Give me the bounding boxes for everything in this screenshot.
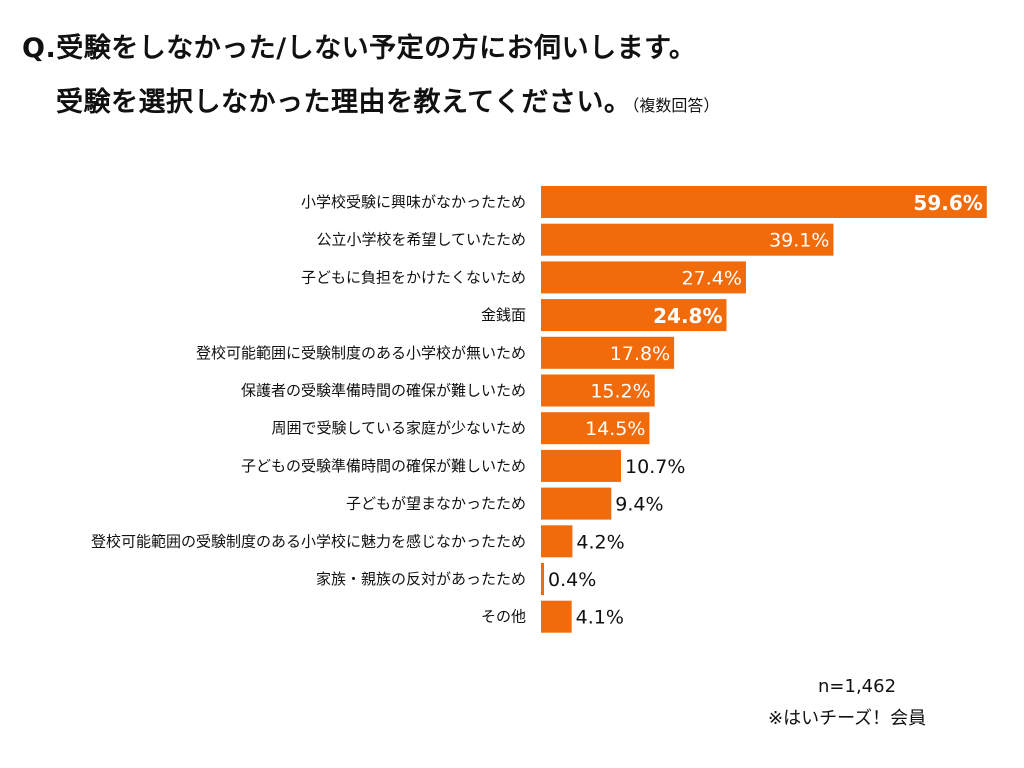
value-label: 4.2%	[576, 531, 624, 553]
value-label: 59.6%	[913, 191, 982, 215]
bar	[541, 374, 655, 407]
value-label: 27.4%	[682, 267, 742, 289]
category-label: 金銭面	[481, 306, 526, 324]
category-label: 子どもの受験準備時間の確保が難しいため	[241, 457, 526, 475]
bar	[541, 600, 572, 633]
title-main: 受験を選択しなかった理由を教えてください。	[56, 87, 632, 118]
title-note: （複数回答）	[631, 96, 720, 115]
value-label: 17.8%	[610, 343, 670, 365]
category-label: 登校可能範囲に受験制度のある小学校が無いため	[196, 344, 526, 362]
value-label: 24.8%	[653, 304, 722, 328]
category-label: 子どもに負担をかけたくないため	[301, 268, 526, 286]
category-label: 周囲で受験している家庭が少ないため	[271, 419, 526, 437]
bar	[541, 299, 727, 332]
category-label: 小学校受験に興味がなかったため	[301, 193, 526, 211]
category-label: 公立小学校を希望していたため	[316, 231, 526, 249]
value-label: 39.1%	[769, 230, 829, 252]
sample-size: n=1,462	[818, 676, 897, 697]
value-label: 14.5%	[585, 418, 645, 440]
bar	[541, 487, 612, 520]
value-label: 9.4%	[615, 494, 663, 516]
bar	[541, 449, 622, 482]
value-label: 10.7%	[625, 456, 685, 478]
value-label: 4.1%	[576, 607, 624, 629]
category-label: 保護者の受験準備時間の確保が難しいため	[241, 382, 526, 400]
category-label: 家族・親族の反対があったため	[316, 570, 526, 588]
category-label: 子どもが望まなかったため	[346, 495, 526, 513]
bar	[541, 412, 650, 445]
bar	[541, 336, 675, 369]
title-line-1: Q.受験をしなかった/しない予定の方にお伺いします。	[22, 33, 697, 64]
bar	[541, 525, 573, 558]
value-label: 15.2%	[590, 381, 650, 403]
title-line-2: 受験を選択しなかった理由を教えてください。（複数回答）	[56, 80, 719, 119]
value-label: 0.4%	[548, 569, 596, 591]
source-note: ※はいチーズ！会員	[768, 708, 927, 729]
category-label: その他	[481, 608, 526, 626]
bar	[541, 261, 746, 294]
category-label: 登校可能範囲の受験制度のある小学校に魅力を感じなかったため	[91, 532, 526, 550]
bar	[541, 223, 834, 256]
bar	[541, 563, 544, 595]
bar	[541, 186, 987, 218]
